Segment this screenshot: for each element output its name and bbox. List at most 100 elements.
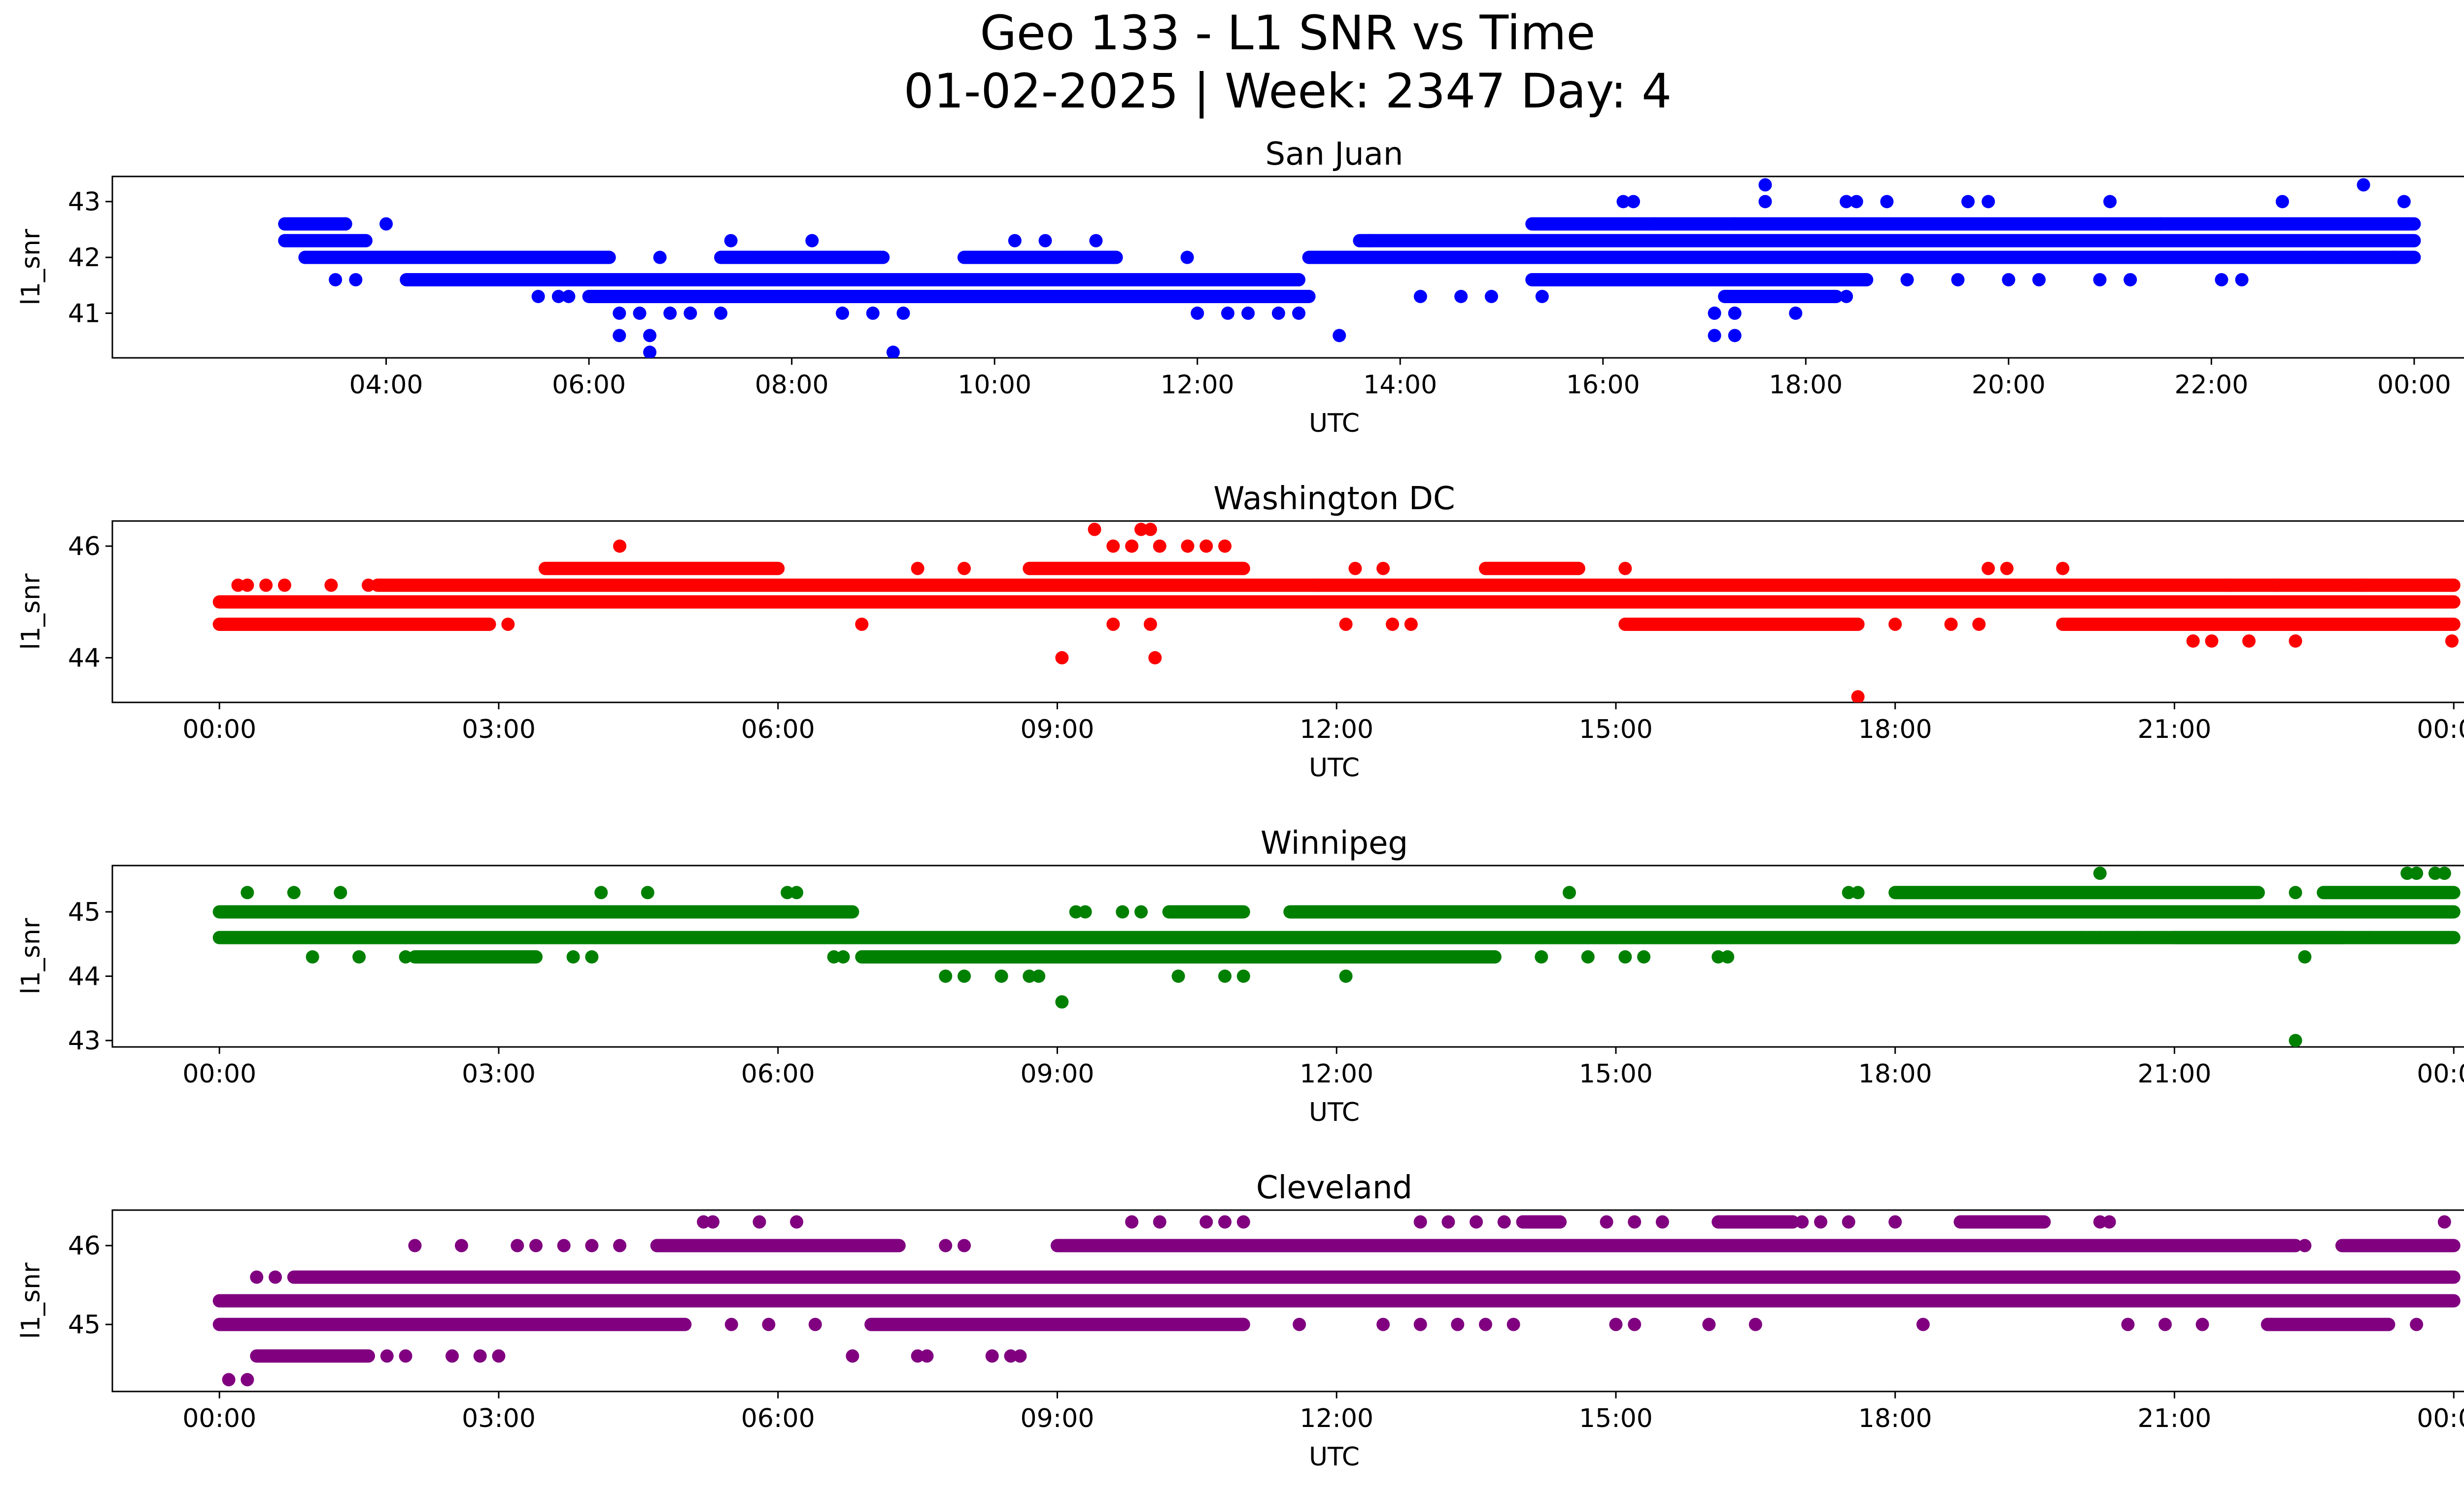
data-points bbox=[212, 867, 2461, 1047]
snr-point bbox=[1628, 1215, 1642, 1229]
x-tick-label: 10:00 bbox=[958, 370, 1031, 400]
snr-point bbox=[1647, 217, 1661, 231]
data-points bbox=[278, 178, 2421, 358]
x-tick-label: 00:00 bbox=[2377, 370, 2451, 400]
snr-point bbox=[643, 329, 657, 343]
snr-point bbox=[641, 886, 654, 900]
snr-point bbox=[827, 950, 841, 964]
data-points bbox=[212, 522, 2461, 702]
snr-point bbox=[399, 950, 412, 964]
x-axis-label: UTC bbox=[1309, 409, 1360, 438]
snr-point bbox=[2270, 578, 2284, 592]
snr-point bbox=[2235, 273, 2249, 286]
snr-point bbox=[231, 578, 245, 592]
snr-point bbox=[958, 561, 971, 575]
snr-point bbox=[1576, 273, 1590, 286]
snr-point bbox=[1721, 950, 1735, 964]
snr-point bbox=[1711, 950, 1725, 964]
snr-point bbox=[1088, 522, 1101, 536]
snr-point bbox=[1339, 617, 1353, 631]
snr-point bbox=[1363, 234, 1377, 247]
snr-point bbox=[464, 905, 478, 919]
snr-point bbox=[1069, 905, 1083, 919]
x-tick-label: 00:00 bbox=[182, 715, 256, 744]
figure-title-line2: 01-02-2025 | Week: 2347 Day: 4 bbox=[904, 64, 1672, 119]
snr-point bbox=[714, 306, 728, 320]
snr-point bbox=[2336, 250, 2350, 264]
snr-point bbox=[2387, 250, 2401, 264]
snr-point bbox=[379, 217, 393, 231]
x-tick-label: 20:00 bbox=[1972, 370, 2046, 400]
snr-point bbox=[222, 1373, 236, 1387]
snr-point bbox=[1153, 1215, 1166, 1229]
snr-point bbox=[1079, 289, 1093, 303]
snr-point bbox=[1293, 1318, 1306, 1331]
snr-point bbox=[2428, 867, 2442, 880]
snr-point bbox=[380, 1349, 394, 1363]
snr-point bbox=[1478, 1318, 1492, 1331]
snr-point bbox=[1563, 886, 1576, 900]
snr-point bbox=[2075, 931, 2088, 944]
snr-point bbox=[551, 289, 565, 303]
snr-point bbox=[408, 1239, 422, 1252]
snr-point bbox=[1333, 329, 1346, 343]
snr-point bbox=[2354, 578, 2367, 592]
snr-point bbox=[1982, 561, 1995, 575]
x-tick-label: 18:00 bbox=[1858, 715, 1932, 744]
x-tick-label: 00:00 bbox=[182, 1059, 256, 1089]
snr-point bbox=[1413, 289, 1427, 303]
snr-point bbox=[492, 905, 506, 919]
snr-point bbox=[1484, 289, 1498, 303]
snr-point bbox=[2205, 634, 2219, 648]
x-tick-label: 00:00 bbox=[2417, 1059, 2464, 1089]
snr-point bbox=[352, 950, 366, 964]
snr-point bbox=[1109, 289, 1123, 303]
snr-point bbox=[911, 1349, 924, 1363]
snr-point bbox=[1106, 539, 1120, 553]
snr-point bbox=[1944, 617, 1958, 631]
snr-point bbox=[1851, 886, 1865, 900]
snr-point bbox=[1221, 306, 1234, 320]
x-tick-label: 03:00 bbox=[462, 715, 536, 744]
snr-point bbox=[1961, 195, 1975, 209]
snr-point bbox=[2410, 1318, 2424, 1331]
x-tick-label: 18:00 bbox=[1769, 370, 1843, 400]
snr-point bbox=[2000, 561, 2014, 575]
snr-point bbox=[585, 1239, 599, 1252]
snr-point bbox=[1236, 1215, 1250, 1229]
snr-point bbox=[1171, 969, 1185, 983]
snr-point bbox=[1758, 178, 1772, 192]
snr-point bbox=[1055, 651, 1069, 664]
x-tick-label: 21:00 bbox=[2138, 1059, 2212, 1089]
y-tick-label: 45 bbox=[68, 898, 101, 927]
snr-point bbox=[2093, 273, 2107, 286]
snr-point bbox=[531, 289, 545, 303]
snr-point bbox=[1129, 289, 1143, 303]
snr-point bbox=[613, 329, 626, 343]
snr-point bbox=[2056, 561, 2070, 575]
snr-point bbox=[1842, 1215, 1855, 1229]
snr-point bbox=[2289, 886, 2302, 900]
snr-point bbox=[492, 1349, 506, 1363]
x-tick-label: 06:00 bbox=[741, 715, 815, 744]
axes-frame bbox=[111, 520, 2464, 703]
snr-point bbox=[1451, 1318, 1465, 1331]
snr-point bbox=[1618, 950, 1632, 964]
x-tick-label: 06:00 bbox=[552, 370, 626, 400]
snr-point bbox=[562, 289, 576, 303]
snr-point bbox=[2224, 578, 2237, 592]
snr-point bbox=[790, 1215, 804, 1229]
snr-point bbox=[896, 306, 910, 320]
snr-point bbox=[557, 1239, 571, 1252]
snr-point bbox=[1454, 289, 1468, 303]
snr-point bbox=[1292, 306, 1305, 320]
y-tick-label: 43 bbox=[68, 187, 101, 217]
snr-point bbox=[1840, 289, 1853, 303]
x-tick-label: 09:00 bbox=[1021, 1404, 1095, 1433]
snr-point bbox=[2357, 178, 2370, 192]
snr-point bbox=[836, 950, 850, 964]
snr-point bbox=[1900, 273, 1914, 286]
snr-point bbox=[2195, 1318, 2209, 1331]
snr-point bbox=[511, 1239, 524, 1252]
